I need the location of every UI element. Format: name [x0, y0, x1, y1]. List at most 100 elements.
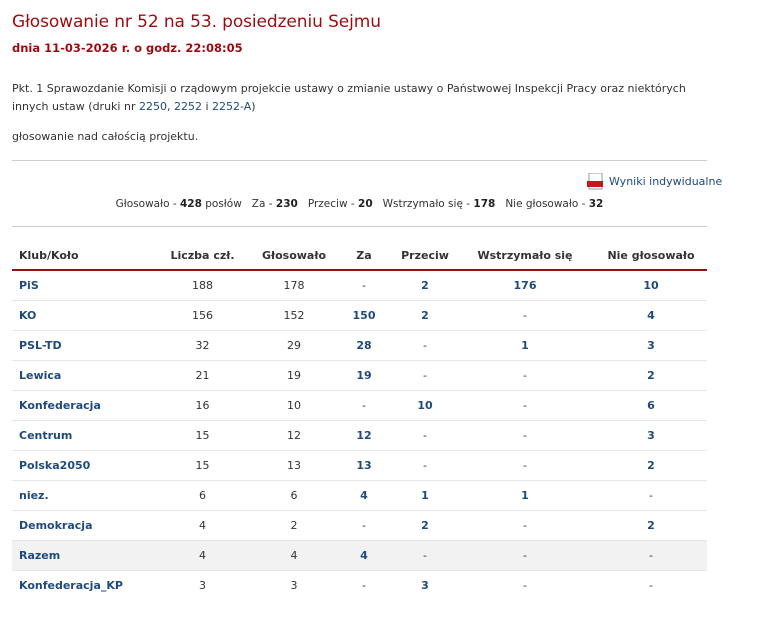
vote-link[interactable]: 2 — [421, 309, 429, 322]
results-link[interactable]: Wyniki indywidualne — [609, 175, 723, 188]
cell-value: 21 — [195, 369, 210, 382]
vote-link[interactable]: 3 — [647, 339, 655, 352]
cell-value: 2 — [290, 519, 298, 532]
club-link[interactable]: Konfederacja_KP — [19, 579, 123, 592]
vote-link[interactable]: 2 — [647, 519, 655, 532]
table-cell: 10 — [395, 390, 455, 421]
summary-label: Przeciw - — [307, 198, 355, 210]
table-cell: - — [333, 571, 395, 601]
results-table: Klub/Koło Liczba czł. Głosowało Za Przeciw Ws… — [12, 241, 707, 600]
vote-link[interactable]: 10 — [643, 279, 659, 292]
vote-link[interactable]: 1 — [521, 339, 529, 352]
table-cell: PiS — [12, 270, 150, 301]
club-link[interactable]: Centrum — [19, 429, 73, 442]
club-link[interactable]: Konfederacja — [19, 399, 101, 412]
table-cell: 156 — [150, 300, 255, 331]
club-link[interactable]: niez. — [19, 489, 49, 502]
cell-value: - — [423, 339, 427, 352]
table-row: PSL-TD 32 29 28 - 1 3 — [12, 330, 707, 361]
vote-link[interactable]: 1 — [421, 489, 429, 502]
table-cell: 4 — [255, 540, 333, 571]
vote-link[interactable]: 4 — [360, 489, 368, 502]
table-cell: 1 — [455, 480, 595, 511]
table-cell: 4 — [333, 480, 395, 511]
club-link[interactable]: Polska2050 — [19, 459, 91, 472]
vote-link[interactable]: 10 — [417, 399, 433, 412]
table-cell: - — [595, 480, 707, 511]
table-cell: 32 — [150, 330, 255, 361]
table-row: Lewica 21 19 19 - - 2 — [12, 360, 707, 391]
table-cell: - — [595, 540, 707, 571]
cell-value: 32 — [195, 339, 210, 352]
vote-link[interactable]: 150 — [352, 309, 376, 322]
vote-link[interactable]: 13 — [356, 459, 372, 472]
vote-link[interactable]: 4 — [360, 549, 368, 562]
cell-value: - — [523, 429, 527, 442]
cell-value: - — [523, 579, 527, 592]
table-cell: 6 — [255, 480, 333, 511]
table-cell: 2 — [595, 360, 707, 391]
table-cell: - — [395, 360, 455, 391]
vote-link[interactable]: 2 — [421, 519, 429, 532]
header-row: Klub/Koło Liczba czł. Głosowało Za Przeciw Ws… — [12, 241, 707, 271]
table-cell: 3 — [595, 330, 707, 361]
club-link[interactable]: Razem — [19, 549, 61, 562]
table-cell: 15 — [150, 420, 255, 451]
summary-item: Przeciw - 20 — [308, 198, 373, 210]
summary-label: Głosowało - — [115, 198, 177, 210]
table-row: Konfederacja_KP 3 3 - 3 - - — [12, 571, 707, 601]
table-cell: 13 — [255, 450, 333, 481]
table-row: niez. 6 6 4 1 1 - — [12, 480, 707, 511]
table-cell: 4 — [595, 300, 707, 331]
vote-link[interactable]: 2 — [647, 369, 655, 382]
club-link[interactable]: Demokracja — [19, 519, 93, 532]
club-link[interactable]: PSL-TD — [19, 339, 62, 352]
cell-value: 19 — [287, 369, 301, 382]
print-link[interactable]: 2252 — [173, 100, 202, 113]
print-link[interactable]: 2252-A — [212, 100, 252, 113]
table-cell: 13 — [333, 450, 395, 481]
summary-value: 230 — [275, 198, 298, 210]
vote-link[interactable]: 3 — [647, 429, 655, 442]
summary-value: 32 — [588, 198, 604, 210]
club-link[interactable]: KO — [19, 309, 37, 322]
summary-item: Za - 230 — [252, 198, 298, 210]
table-cell: PSL-TD — [12, 330, 150, 361]
table-body: PiS 188 178-2 176 10 KO 156 152 150 2-4 PSL-TD 32 29… — [12, 270, 707, 600]
cell-value: - — [523, 549, 527, 562]
cell-value: - — [649, 549, 653, 562]
table-cell: - — [395, 540, 455, 571]
table-cell: - — [455, 571, 595, 601]
table-row: KO 156 152 150 2 - 4 — [12, 300, 707, 331]
table-cell: - — [455, 450, 595, 481]
club-link[interactable]: Lewica — [19, 369, 62, 382]
vote-link[interactable]: 4 — [647, 309, 655, 322]
agenda-text: Pkt. 1 Sprawozdanie Komisji o rządowym p… — [12, 82, 686, 113]
vote-link[interactable]: 176 — [513, 279, 537, 292]
summary-label: Wstrzymało się - — [382, 198, 471, 210]
table-cell: 21 — [150, 360, 255, 391]
vote-link[interactable]: 12 — [356, 429, 372, 442]
table-cell: 19 — [333, 360, 395, 391]
table-cell: 3 — [595, 420, 707, 451]
vote-link[interactable]: 2 — [647, 459, 655, 472]
table-cell: - — [455, 360, 595, 391]
table-cell: 2 — [395, 270, 455, 301]
table-cell: - — [455, 390, 595, 421]
vote-link[interactable]: 6 — [647, 399, 655, 412]
club-link[interactable]: PiS — [19, 279, 39, 292]
print-link[interactable]: 2250 — [138, 100, 167, 113]
vote-link[interactable]: 1 — [521, 489, 529, 502]
cell-value: 6 — [290, 489, 298, 502]
table-cell: 152 — [255, 300, 333, 331]
cell-value: 6 — [199, 489, 206, 502]
vote-link[interactable]: 3 — [421, 579, 429, 592]
vote-link[interactable]: 28 — [356, 339, 372, 352]
table-cell: 10 — [595, 270, 707, 301]
cell-value: 16 — [195, 399, 210, 412]
cell-value: - — [523, 309, 527, 322]
vote-link[interactable]: 19 — [356, 369, 372, 382]
vote-link[interactable]: 2 — [421, 279, 429, 292]
cell-value: - — [649, 579, 653, 592]
